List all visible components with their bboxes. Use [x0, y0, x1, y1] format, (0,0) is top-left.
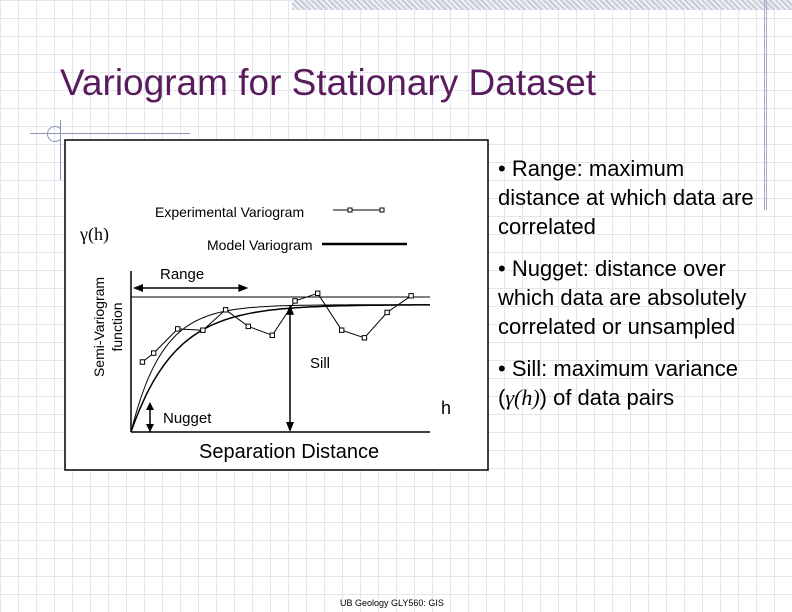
- x-axis-label: Separation Distance: [199, 441, 379, 463]
- decor-horizontal-line: [30, 133, 190, 134]
- bullet-sill-suffix: ) of data pairs: [539, 385, 675, 410]
- bullet-sill-prefix: • Sill: maximum variance (: [498, 356, 738, 410]
- range-label: Range: [160, 266, 204, 283]
- y-axis-label-line2: function: [109, 302, 125, 351]
- experimental-point: [200, 327, 206, 333]
- bullet-nugget: • Nugget: distance over which data are a…: [498, 256, 747, 339]
- experimental-variogram-points: [139, 290, 414, 365]
- decor-circle: [47, 126, 63, 142]
- nugget-arrow-head-bottom: [146, 424, 154, 432]
- header-stripe: [292, 0, 792, 10]
- experimental-point: [151, 350, 157, 356]
- experimental-point: [384, 309, 390, 316]
- bullet-sill-gamma: γ(h): [505, 385, 540, 410]
- experimental-point: [245, 323, 252, 330]
- experimental-point: [361, 335, 368, 341]
- model-variogram-curve-2: [130, 304, 430, 433]
- decor-vertical-line: [764, 0, 765, 210]
- nugget-label: Nugget: [163, 410, 212, 427]
- bullet-list: • Range: maximum distance at which data …: [498, 154, 760, 425]
- experimental-point: [292, 298, 298, 304]
- experimental-point: [315, 290, 321, 297]
- slide-title: Variogram for Stationary Dataset: [60, 62, 597, 103]
- experimental-point: [222, 307, 229, 313]
- nugget-arrow-head-top: [146, 402, 154, 410]
- y-symbol-label: γ(h): [79, 224, 109, 245]
- legend-experimental-label: Experimental Variogram: [155, 204, 304, 220]
- decor-vertical-line-2: [766, 0, 767, 210]
- legend-experimental-marker-1: [347, 207, 353, 213]
- range-arrow-head-right: [238, 284, 249, 292]
- range-arrow-head-left: [133, 284, 143, 292]
- experimental-point: [175, 326, 181, 332]
- legend-experimental-marker-2: [379, 207, 385, 213]
- legend: Experimental Variogram Model Variogram: [155, 204, 407, 253]
- sill-arrow-head-top: [286, 304, 294, 315]
- experimental-point: [139, 359, 146, 365]
- experimental-point: [269, 332, 276, 339]
- bullet-range: • Range: maximum distance at which data …: [498, 156, 754, 239]
- sill-label: Sill: [310, 355, 330, 372]
- sill-arrow-head-bottom: [286, 422, 294, 432]
- slide-footer: UB Geology GLY560: GIS: [340, 598, 444, 608]
- experimental-point: [339, 327, 345, 333]
- y-axis-label-line1: Semi-Variogram: [91, 277, 107, 377]
- decor-crosshair-line: [60, 120, 61, 180]
- experimental-point: [408, 293, 414, 299]
- bullet-sill: • Sill: maximum variance (γ(h)) of data …: [498, 354, 760, 412]
- legend-model-label: Model Variogram: [207, 237, 313, 253]
- x-symbol-label: h: [441, 398, 451, 418]
